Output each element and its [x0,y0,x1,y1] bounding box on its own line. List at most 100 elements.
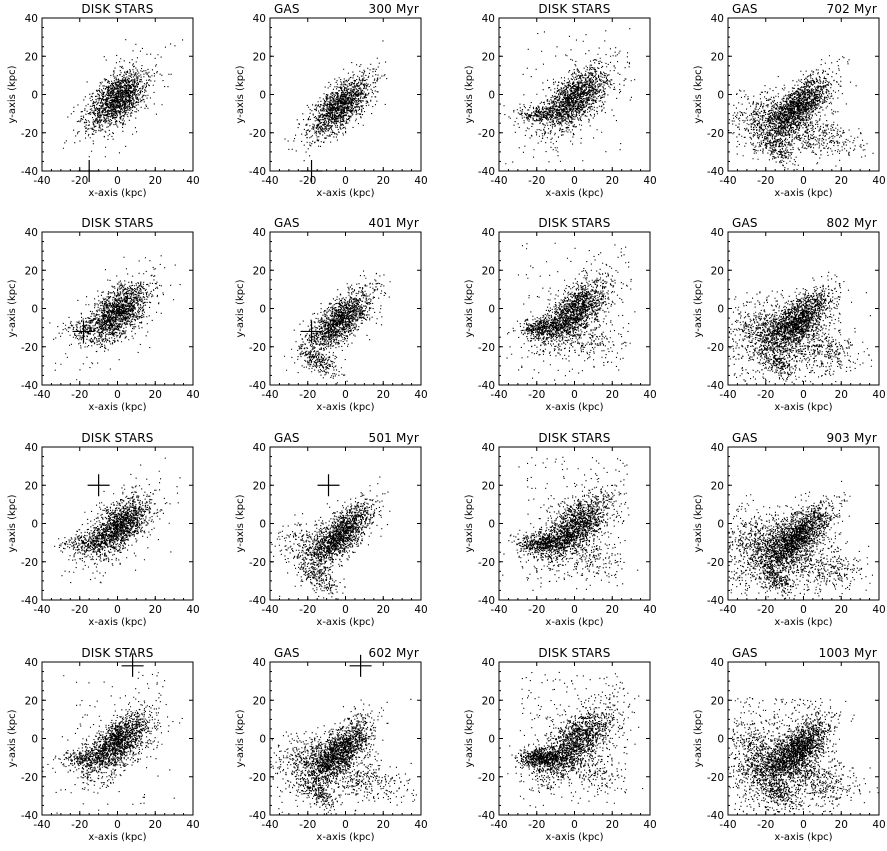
x-tick-label: 20 [606,389,619,401]
x-tick-label: -20 [528,175,545,187]
scatter-points [506,242,636,381]
panel-time: 602 Myr [368,646,419,660]
x-tick-label: 0 [342,604,349,616]
y-axis-label: y-axis (kpc) [7,65,18,123]
scatter-points [728,55,874,171]
x-tick-label: -40 [261,604,278,616]
companion-marker [300,320,323,343]
y-axis-label: y-axis (kpc) [693,709,704,767]
x-axis-label: x-axis (kpc) [545,617,603,628]
panel-title: DISK STARS [81,646,153,660]
y-tick-label: -20 [707,772,724,784]
x-tick-label: -40 [33,819,50,831]
y-tick-label: 0 [488,519,495,531]
y-axis-label: y-axis (kpc) [235,494,246,552]
scatter-points [62,39,184,158]
x-tick-label: 40 [186,175,199,187]
x-tick-label: 0 [571,389,578,401]
y-tick-label: 0 [717,734,724,746]
y-tick-label: -20 [21,772,38,784]
y-axis-label: y-axis (kpc) [235,65,246,123]
x-tick-label: 20 [606,819,619,831]
x-tick-label: -40 [490,175,507,187]
y-tick-label: -20 [707,128,724,140]
panel-time: 802 Myr [826,216,877,230]
panel-title: DISK STARS [538,431,610,445]
scatter-points [270,698,417,815]
x-tick-label: 20 [377,604,390,616]
y-tick-label: -40 [249,380,266,392]
x-tick-label: 20 [377,389,390,401]
x-tick-label: -20 [71,175,88,187]
x-tick-label: 40 [186,604,199,616]
x-tick-label: 40 [872,819,885,831]
x-tick-label: 40 [186,819,199,831]
y-tick-label: -40 [249,810,266,822]
panel-title: GAS [274,2,300,16]
y-axis-label: y-axis (kpc) [464,709,475,767]
panel-11: -40-40 -20 -20 0 0 20 20 40 40 x-axis (kpc) y-axis… [693,431,886,628]
x-tick-label: 20 [835,819,848,831]
y-axis-label: y-axis (kpc) [7,494,18,552]
scatter-points [728,271,873,383]
panel-title: GAS [732,216,758,230]
x-axis-label: x-axis (kpc) [88,832,146,843]
x-tick-label: 20 [149,175,162,187]
x-tick-label: -40 [33,604,50,616]
y-tick-label: 0 [259,304,266,316]
y-axis-label: y-axis (kpc) [235,709,246,767]
x-tick-label: 0 [114,604,121,616]
y-tick-label: -40 [478,595,495,607]
y-axis-label: y-axis (kpc) [7,709,18,767]
y-tick-label: -40 [478,166,495,178]
y-tick-label: 20 [253,480,266,492]
x-axis-label: x-axis (kpc) [88,188,146,199]
y-tick-label: 40 [482,13,495,25]
y-tick-label: 40 [25,13,38,25]
x-tick-label: 0 [571,819,578,831]
x-tick-label: 20 [149,819,162,831]
x-tick-label: 20 [377,175,390,187]
panel-time: 702 Myr [826,2,877,16]
y-tick-label: 0 [31,519,38,531]
x-tick-label: 40 [643,389,656,401]
x-tick-label: -20 [757,175,774,187]
panel-13: -40-40 -20 -20 0 0 20 20 40 40 x-axis (kpc) y-axis… [235,646,428,843]
x-tick-label: 20 [835,389,848,401]
x-tick-label: -40 [261,819,278,831]
y-tick-label: 0 [488,304,495,316]
x-tick-label: 0 [342,175,349,187]
x-axis-label: x-axis (kpc) [88,617,146,628]
y-tick-label: 20 [711,51,724,63]
y-tick-label: -20 [478,128,495,140]
y-axis-label: y-axis (kpc) [693,279,704,337]
x-axis-label: x-axis (kpc) [545,832,603,843]
panel-15: -40-40 -20 -20 0 0 20 20 40 40 x-axis (kpc) y-axis… [693,646,886,843]
panel-4: -40-40 -20 -20 0 0 20 20 40 40 x-axis (kpc) y-axis… [7,216,200,413]
y-tick-label: -20 [707,557,724,569]
x-tick-label: -40 [490,604,507,616]
x-tick-label: 40 [414,175,427,187]
x-tick-label: -40 [490,389,507,401]
y-axis-label: y-axis (kpc) [7,279,18,337]
y-tick-label: 40 [482,442,495,454]
x-tick-label: -40 [33,175,50,187]
x-axis-label: x-axis (kpc) [774,832,832,843]
y-tick-label: -40 [707,166,724,178]
x-tick-label: -20 [528,604,545,616]
y-axis-label: y-axis (kpc) [693,65,704,123]
y-tick-label: -20 [478,772,495,784]
y-tick-label: -20 [249,557,266,569]
y-tick-label: -20 [478,557,495,569]
y-tick-label: 40 [25,657,38,669]
y-tick-label: -20 [707,342,724,354]
x-axis-label: x-axis (kpc) [774,188,832,199]
x-tick-label: -20 [299,175,316,187]
y-tick-label: 40 [711,442,724,454]
x-tick-label: -40 [719,175,736,187]
scatter-points [42,671,183,814]
x-axis-label: x-axis (kpc) [774,402,832,413]
y-tick-label: 20 [711,480,724,492]
x-tick-label: 40 [872,175,885,187]
